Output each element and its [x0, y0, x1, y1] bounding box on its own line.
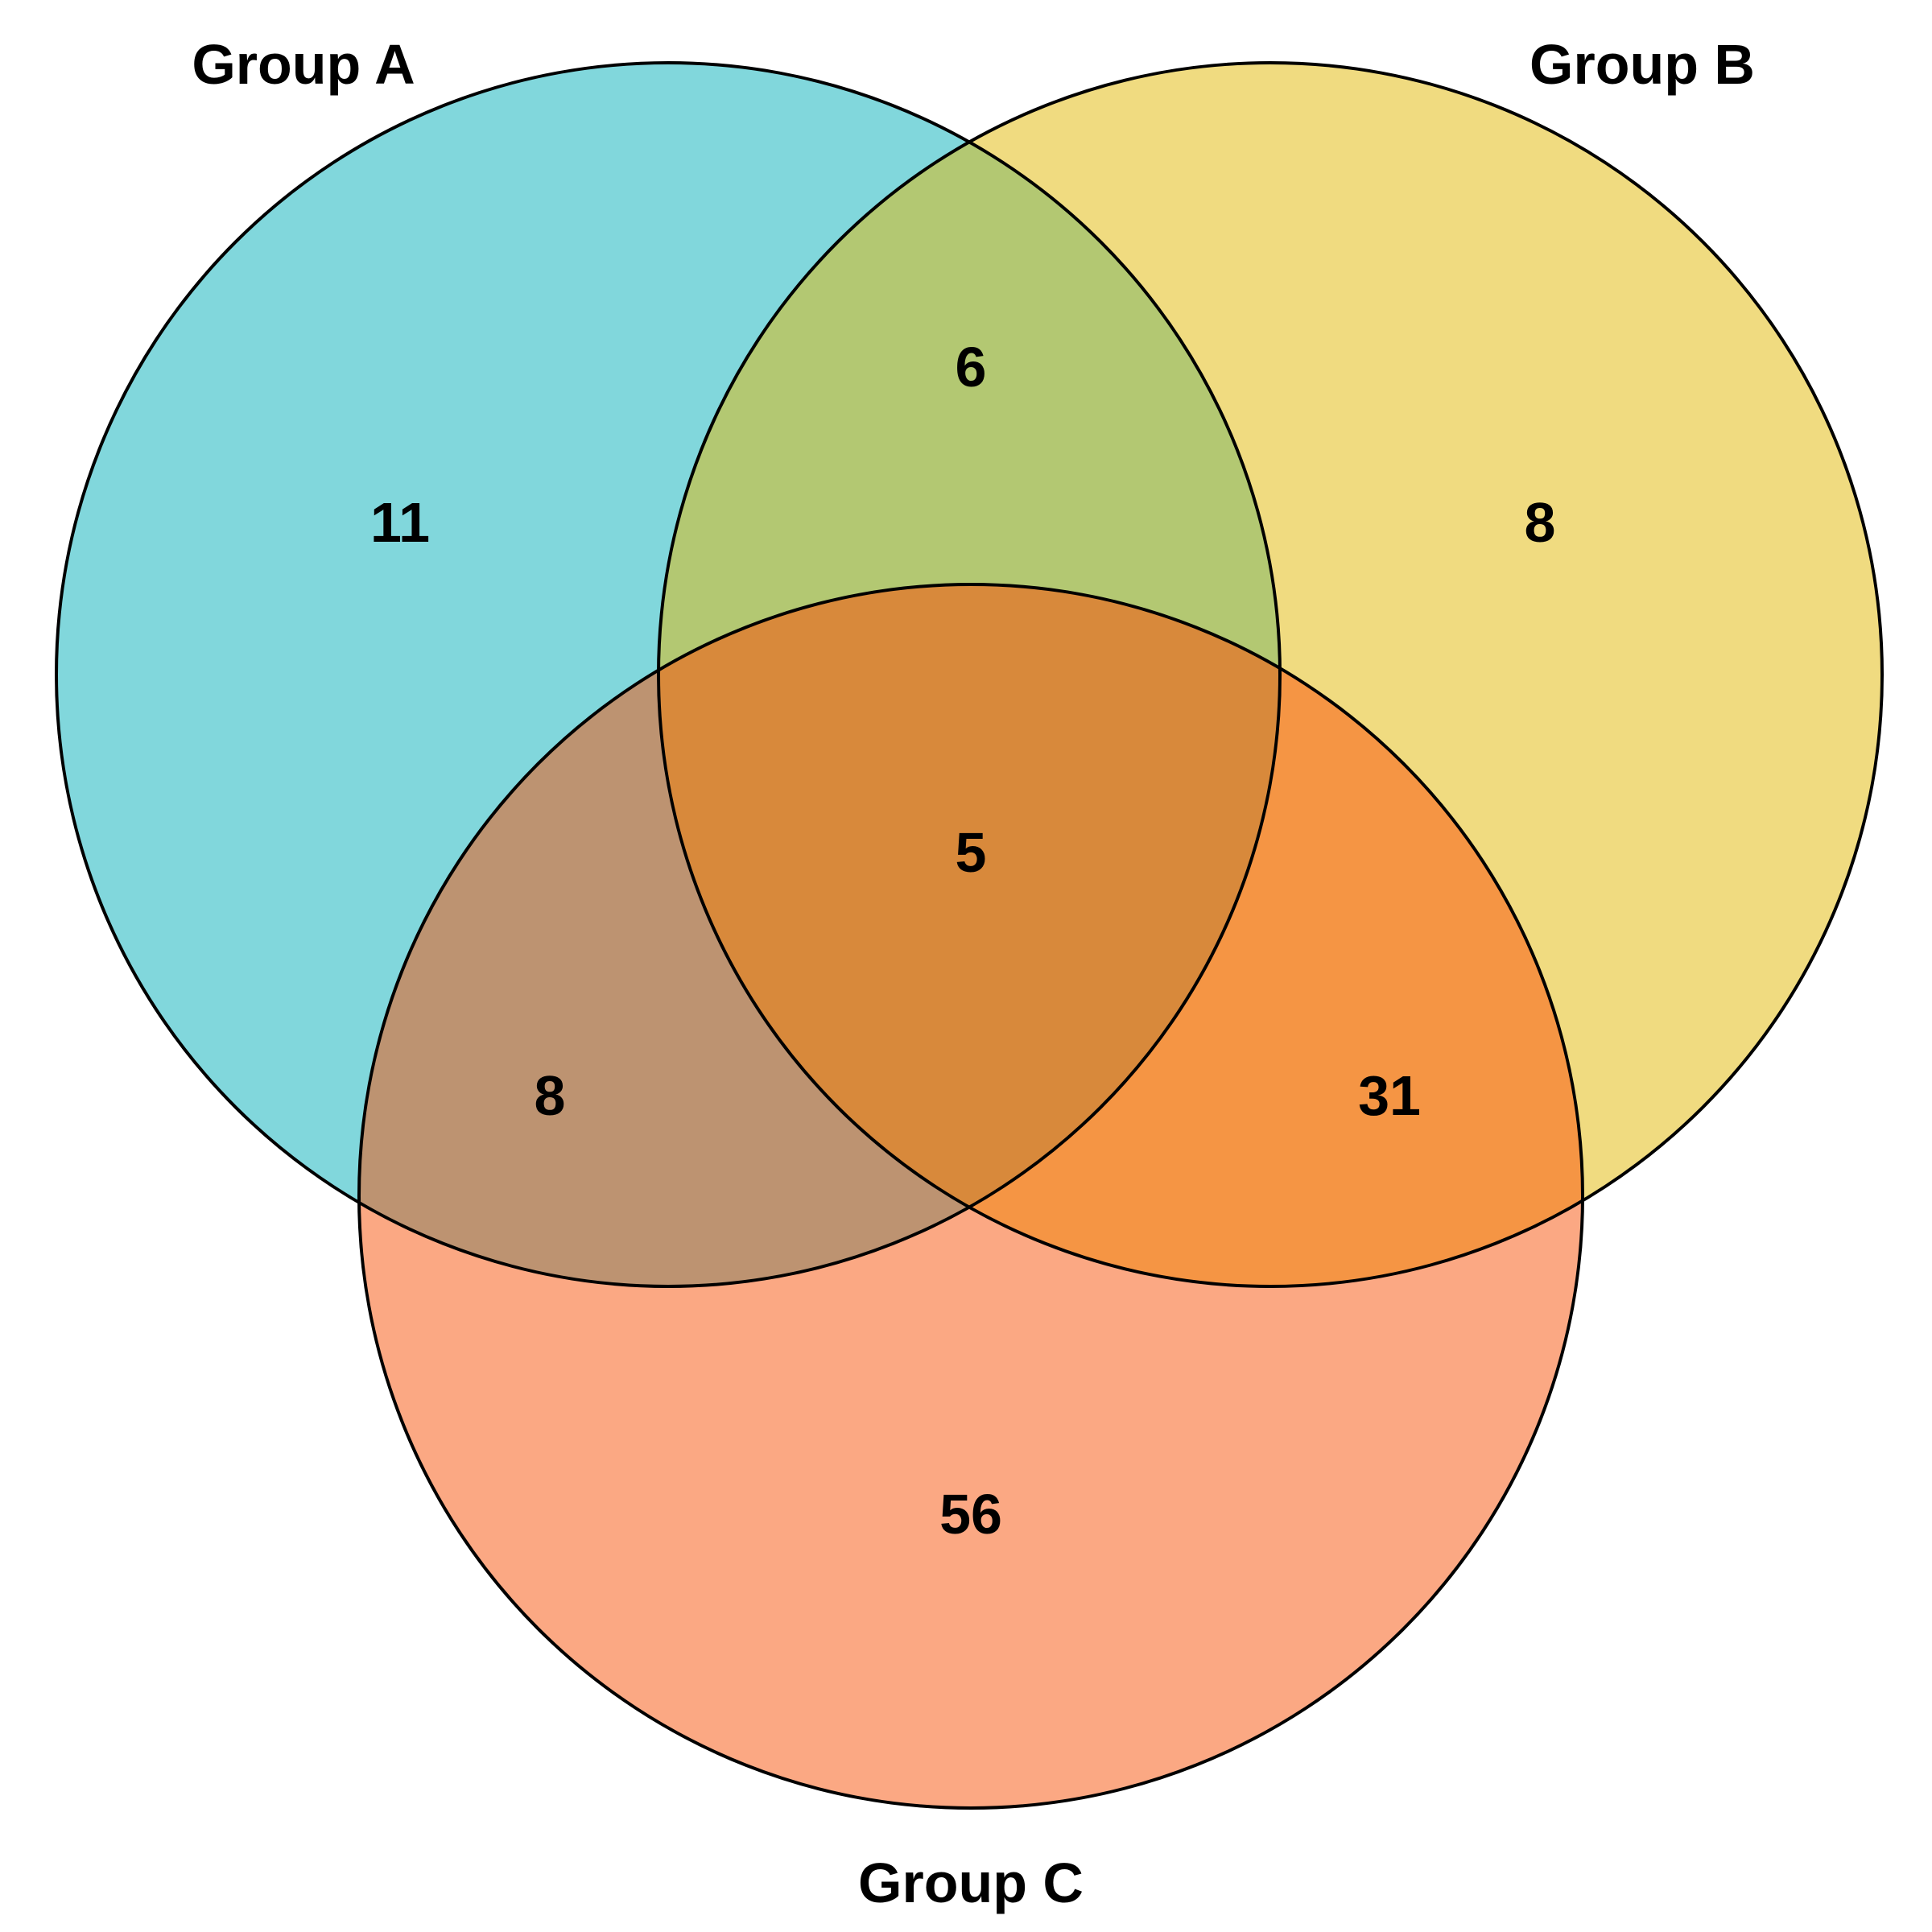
group-c-label: Group C — [858, 1852, 1084, 1914]
count-a-and-c: 8 — [535, 1064, 566, 1127]
count-c-only: 56 — [939, 1483, 1002, 1546]
count-a-only: 11 — [370, 491, 430, 554]
group-c-outline — [357, 583, 1584, 1810]
count-b-and-c: 31 — [1358, 1064, 1421, 1127]
group-b-outline — [657, 61, 1884, 1288]
count-b-only: 8 — [1525, 491, 1556, 554]
count-a-b-c: 5 — [956, 821, 987, 884]
count-a-and-b: 6 — [956, 336, 987, 398]
group-a-label: Group A — [192, 33, 415, 96]
group-b-label: Group B — [1530, 33, 1755, 96]
group-a-outline — [55, 61, 1282, 1288]
